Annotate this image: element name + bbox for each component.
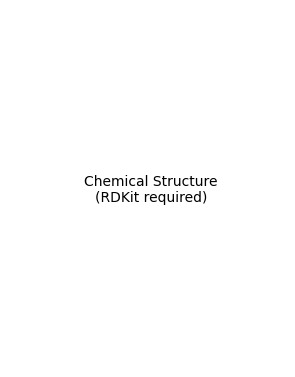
Text: Chemical Structure
(RDKit required): Chemical Structure (RDKit required) xyxy=(84,175,218,205)
